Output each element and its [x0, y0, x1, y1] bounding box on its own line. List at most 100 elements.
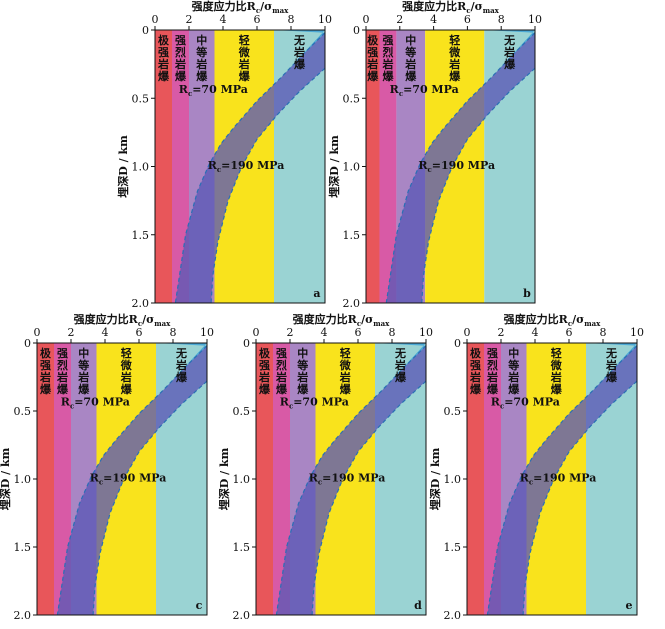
zone-label-char: 岩 — [394, 358, 406, 372]
zone-label-char: 爆 — [196, 69, 208, 83]
zone-label-char: 岩 — [275, 370, 287, 384]
y-tick-label: 1.0 — [132, 161, 150, 174]
zone-label-char: 爆 — [294, 57, 306, 71]
zone-label-char: 无 — [175, 347, 187, 360]
curve-label-190: Rc=190 MPa — [309, 472, 386, 487]
x-tick-label: 8 — [288, 13, 295, 26]
zone-label-char: 无 — [605, 347, 617, 360]
zone-label-char: 等 — [507, 358, 519, 372]
zone-label-char: 爆 — [40, 382, 52, 396]
zone-label-char: 强 — [470, 359, 481, 372]
zone-label-char: 爆 — [259, 382, 271, 396]
curve-rc-70 — [385, 32, 535, 303]
zone-label-char: 岩 — [56, 370, 68, 384]
zone-label-char: 爆 — [508, 382, 520, 396]
zone-label-char: 爆 — [470, 382, 482, 396]
y-axis-title: 埋深D / km — [0, 447, 12, 510]
zone-label-char: 中 — [78, 346, 89, 360]
curve-rc-190 — [522, 380, 637, 615]
x-tick-label: 4 — [220, 13, 227, 26]
zone-label-char: 岩 — [486, 370, 498, 384]
y-tick-label: 0.5 — [343, 92, 361, 105]
zone-label-char: 强 — [57, 347, 68, 360]
curve-label-70: Rc=70 MPa — [179, 83, 248, 98]
zone-label-char: 爆 — [158, 69, 170, 83]
zone-label-char: 爆 — [239, 69, 251, 83]
zone-label-char: 中 — [508, 346, 519, 360]
zone-label-char: 爆 — [276, 382, 288, 396]
x-axis-title: 强度应力比Rc/σmax — [293, 312, 391, 328]
zone-label-char: 微 — [120, 358, 133, 372]
zone-label-char: 微 — [238, 45, 251, 59]
zone-band — [54, 343, 71, 615]
curve-rc-190 — [92, 380, 207, 615]
y-tick-label: 2.0 — [14, 609, 32, 622]
y-tick-label: 1.5 — [132, 229, 150, 242]
x-tick-label: 0 — [464, 326, 471, 339]
curve-rc-70 — [174, 32, 325, 303]
zone-label-char: 岩 — [448, 57, 460, 71]
zone-label-char: 爆 — [449, 69, 461, 83]
zone-label-char: 爆 — [606, 370, 618, 384]
zone-label-char: 爆 — [175, 69, 187, 83]
zone-label-char: 岩 — [550, 370, 562, 384]
x-tick-label: 2 — [287, 326, 294, 339]
zone-label-char: 爆 — [504, 57, 516, 71]
y-axis-title: 埋深D / km — [217, 447, 231, 510]
y-tick-label: 0.5 — [233, 405, 251, 418]
zone-label-char: 爆 — [57, 382, 69, 396]
curve-rc-190 — [421, 67, 535, 303]
zone-label-char: 极 — [158, 33, 170, 47]
zone-label-char: 岩 — [404, 57, 416, 71]
zone-band — [37, 343, 54, 615]
y-tick-label: 0.5 — [14, 405, 32, 418]
zone-label-char: 岩 — [195, 57, 207, 71]
zone-label-char: 等 — [77, 358, 89, 372]
zone-label-char: 岩 — [77, 370, 89, 384]
zone-band — [366, 30, 380, 303]
zone-label-char: 岩 — [258, 370, 270, 384]
x-tick-label: 10 — [200, 326, 214, 339]
zone-label-char: 岩 — [366, 57, 378, 71]
x-axis-title: 强度应力比Rc/σmax — [192, 0, 290, 15]
zone-label-char: 等 — [404, 45, 416, 59]
zone-label-char: 微 — [550, 358, 563, 372]
curve-label-70: Rc=70 MPa — [61, 396, 130, 411]
y-tick-label: 0.5 — [132, 92, 150, 105]
y-tick-label: 1.0 — [233, 473, 251, 486]
plot-area — [37, 343, 207, 615]
y-tick-label: 2.0 — [444, 609, 462, 622]
zone-label-char: 岩 — [175, 358, 187, 372]
zone-label-char: 轻 — [551, 346, 562, 360]
zone-band — [256, 343, 273, 615]
zone-band — [484, 343, 501, 615]
zone-label-char: 极 — [40, 346, 52, 360]
curve-label-70: Rc=70 MPa — [390, 83, 459, 98]
y-tick-label: 1.5 — [233, 541, 251, 554]
x-axis-title: 强度应力比Rc/σmax — [504, 312, 602, 328]
zone-label-char: 极 — [367, 33, 379, 47]
zone-label-char: 烈 — [276, 358, 287, 372]
x-tick-label: 8 — [600, 326, 607, 339]
zone-label-char: 岩 — [507, 370, 519, 384]
x-tick-label: 8 — [170, 326, 177, 339]
zone-label-char: 强 — [175, 34, 186, 47]
y-tick-label: 1.5 — [444, 541, 462, 554]
stress-band — [487, 345, 637, 615]
panel-label: e — [626, 599, 633, 612]
x-tick-label: 10 — [318, 13, 332, 26]
panel-label: b — [523, 287, 531, 300]
zone-band — [467, 343, 484, 615]
x-tick-label: 0 — [34, 326, 41, 339]
y-tick-label: 2.0 — [233, 609, 251, 622]
zone-label-char: 爆 — [405, 69, 417, 83]
zone-label-char: 轻 — [340, 346, 351, 360]
zone-label-char: 岩 — [339, 370, 351, 384]
y-tick-label: 2.0 — [132, 297, 150, 310]
zone-label-char: 爆 — [297, 382, 309, 396]
zone-label-char: 极 — [259, 346, 271, 360]
